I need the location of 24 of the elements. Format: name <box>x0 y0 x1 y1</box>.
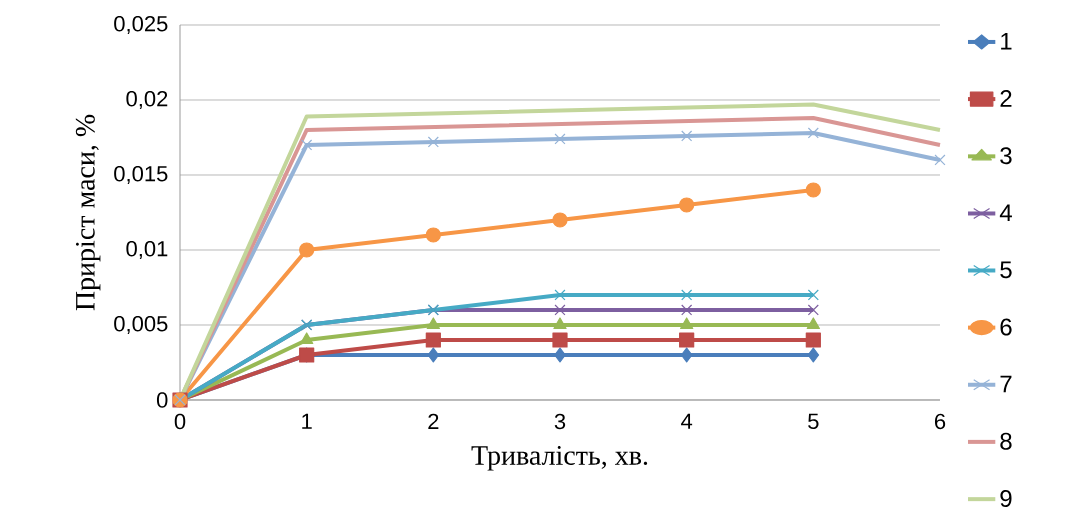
x-axis-title: Тривалість, хв. <box>471 446 648 471</box>
legend-label: 4 <box>999 204 1012 221</box>
y-tick-label: 0,005 <box>114 315 168 335</box>
x-tick-label: 0 <box>174 413 186 430</box>
legend-label: 9 <box>1000 490 1012 508</box>
legend-label: 3 <box>1000 147 1012 165</box>
x-tick-label: 3 <box>554 413 566 430</box>
y-axis-title: Приріст маси, % <box>75 114 101 311</box>
legend-label: 1 <box>1001 32 1012 50</box>
legend-label: 8 <box>1000 432 1012 450</box>
x-tick-label: 4 <box>681 413 693 429</box>
legend-label: 2 <box>1000 89 1012 107</box>
legend-label: 6 <box>1000 318 1012 336</box>
x-tick-label: 1 <box>302 413 312 429</box>
y-tick-label: 0,02 <box>126 90 168 110</box>
y-tick-label: 0 <box>156 392 168 408</box>
x-tick-label: 6 <box>934 413 946 430</box>
legend-label: 7 <box>1000 375 1012 393</box>
x-tick-label: 2 <box>428 413 439 430</box>
y-tick-label: 0,01 <box>126 240 168 260</box>
y-tick-label: 0,015 <box>114 165 168 185</box>
x-tick-label: 5 <box>808 413 819 430</box>
legend-label: 5 <box>1000 261 1012 279</box>
y-tick-label: 0,025 <box>114 15 168 35</box>
